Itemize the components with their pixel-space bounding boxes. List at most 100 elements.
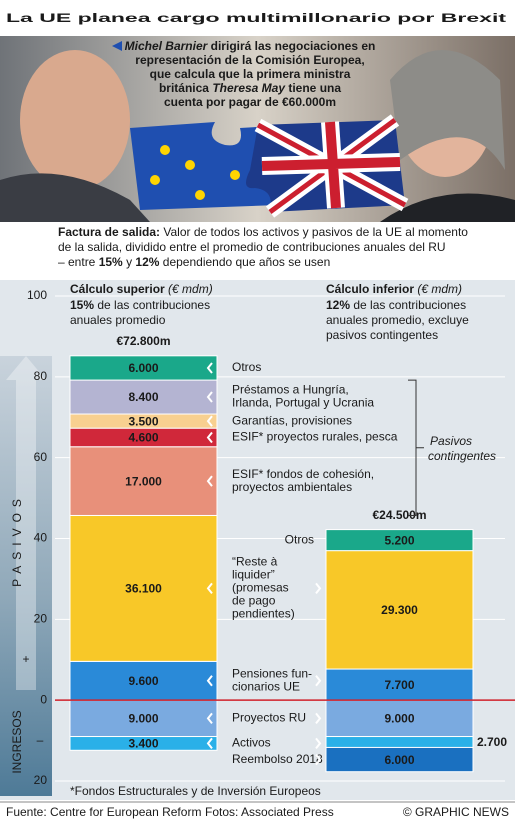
value-label: 2.700 [477, 735, 507, 749]
text-line: que calcula que la primera ministra [150, 67, 351, 81]
segment-label: liquider” [232, 568, 275, 582]
text-run: 15% [70, 298, 94, 312]
text-run: Michel Barnier [125, 39, 209, 53]
value-label: 17.000 [125, 474, 162, 488]
axis-label-positive: PASIVOS [10, 493, 24, 587]
bar-segment [325, 668, 474, 701]
plus-sign: + [22, 652, 29, 666]
axis-arrow [6, 356, 46, 690]
text-run: de las contribuciones [94, 298, 210, 312]
text-run: dependiendo que años se usen [159, 255, 330, 269]
text-run: 12% [135, 255, 159, 269]
pointer-arrow [315, 582, 322, 595]
segment-label: Otros [285, 532, 314, 546]
photo-right-hair [390, 50, 505, 170]
text-run: cuenta por pagar de €60.000m [164, 95, 336, 109]
text-run: Factura de salida: [58, 225, 160, 239]
bar-segment [325, 529, 474, 552]
annotation: contingentes [428, 449, 496, 463]
text-line: pasivos contingentes [326, 328, 438, 342]
text-run: 12% [326, 298, 350, 312]
text-run: Valor de todos los activos y pasivos de … [160, 225, 468, 239]
bar-segment [325, 736, 474, 748]
text-run: tiene una [285, 81, 341, 95]
text-run: británica [159, 81, 212, 95]
pointer-arrow [206, 391, 213, 403]
y-tick-label: 20 [34, 773, 48, 787]
text-run: dirigirá las negociaciones en [207, 39, 375, 53]
value-label: 5.200 [384, 533, 414, 547]
eu-stars [150, 145, 240, 200]
pointer-arrow [206, 475, 213, 487]
value-label: 4.600 [128, 431, 158, 445]
text-line: de la salida, dividido entre el promedio… [58, 240, 446, 254]
text-run: que calcula que la primera ministra [150, 67, 351, 81]
bar-segment [325, 746, 474, 773]
eu-puzzle [130, 122, 278, 210]
value-label: 6.000 [128, 361, 158, 375]
segment-label: Préstamos a Hungría, [232, 383, 349, 397]
segment-label: Irlanda, Portugal y Ucrania [232, 396, 374, 410]
value-label: 29.300 [381, 603, 418, 617]
text-line: Factura de salida: Valor de todos los ac… [58, 225, 468, 239]
y-tick-label: 80 [34, 369, 48, 383]
pointer-arrow [206, 675, 213, 687]
segment-label: “Reste à [232, 555, 278, 569]
total-label: €24.500m [372, 508, 426, 522]
pointer-arrow [206, 737, 213, 750]
annotation: Pasivos [430, 434, 472, 448]
value-label: 3.400 [128, 737, 158, 751]
bar-segment [69, 736, 218, 751]
photo-left-face [20, 50, 130, 190]
bar-segment [69, 379, 218, 415]
text-line: 12% de las contribuciones [326, 298, 466, 312]
footnote: *Fondos Estructurales y de Inversión Eur… [70, 784, 321, 798]
y-tick-label: 20 [34, 612, 48, 626]
credit: © GRAPHIC NEWS [403, 805, 509, 819]
value-label: 3.500 [128, 414, 158, 428]
segment-label: Reembolso 2018 [232, 752, 323, 766]
value-label: 9.600 [128, 674, 158, 688]
title: La UE planea cargo multimillonario por B… [6, 11, 506, 25]
category-unit: (€ mdm) [417, 282, 462, 296]
category-header: Cálculo superior (€ mdm) [70, 282, 213, 296]
text-line: representación de la Comisión Europea, [135, 53, 364, 67]
y-tick-label: 0 [40, 692, 47, 706]
text-run: representación de la Comisión Europea, [135, 53, 364, 67]
bar-segment [69, 355, 218, 381]
axis-strip [0, 356, 52, 796]
text-run: de la salida, dividido entre el promedio… [58, 240, 446, 254]
text-run: anuales promedio [70, 313, 166, 327]
intro-text: Michel Barnier dirigirá las negociacione… [125, 39, 376, 109]
pointer-arrow [206, 362, 213, 374]
value-label: 9.000 [128, 712, 158, 726]
segment-label: ESIF* proyectos rurales, pesca [232, 430, 398, 444]
pointer-arrow [315, 675, 322, 687]
pointer-arrow [206, 582, 213, 595]
pointer-arrow [206, 712, 213, 724]
segment-label: Proyectos RU [232, 711, 306, 725]
text-line: anuales promedio [70, 313, 166, 327]
y-tick-label: 100 [27, 288, 47, 302]
text-line: Michel Barnier dirigirá las negociacione… [125, 39, 376, 53]
photo-right-coat [380, 193, 515, 222]
uk-cross-red [261, 121, 401, 209]
text-run: pasivos contingentes [326, 328, 438, 342]
value-label: 9.000 [384, 712, 414, 726]
pointer-arrow [315, 737, 322, 750]
text-run: anuales promedio, excluye [326, 313, 469, 327]
minus-sign: – [37, 733, 44, 747]
segment-label: Garantías, provisiones [232, 413, 352, 427]
y-tick-label: 40 [34, 531, 48, 545]
pointer-arrow [206, 415, 213, 427]
text-line: cuenta por pagar de €60.000m [164, 95, 336, 109]
value-label: 6.000 [384, 753, 414, 767]
text-run: de las contribuciones [350, 298, 466, 312]
segment-label: Otros [232, 360, 261, 374]
category-name: Cálculo superior [70, 282, 165, 296]
value-label: 7.700 [384, 678, 414, 692]
chart: 20 0 20 40 60 80 100 PASIVOS INGRESOS 9.600 7.700 3… [10, 282, 515, 787]
photo-credit: Fotos: Associated Press [205, 805, 334, 819]
category-header: Cálculo inferior (€ mdm) [326, 282, 462, 296]
